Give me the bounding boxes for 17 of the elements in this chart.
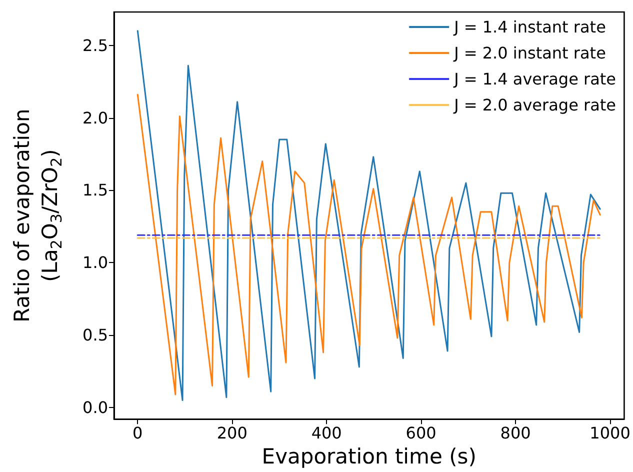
x-tick-label: 400 — [311, 424, 342, 443]
x-axis-title: Evaporation time (s) — [262, 444, 476, 468]
y-tick-label: 2.5 — [82, 36, 108, 55]
x-tick-label: 0 — [132, 424, 143, 443]
legend-label: J = 1.4 average rate — [453, 70, 616, 88]
x-tick-label: 200 — [216, 424, 248, 443]
legend-label: J = 2.0 average rate — [453, 96, 616, 114]
legend-label: J = 2.0 instant rate — [453, 44, 606, 62]
y-tick-label: 2.0 — [82, 108, 108, 128]
legend-label: J = 1.4 instant rate — [453, 18, 606, 36]
y-tick-label: 0.5 — [82, 326, 108, 345]
y-tick-label: 0.0 — [82, 398, 108, 418]
x-tick-label: 600 — [406, 424, 436, 443]
x-tick-label: 800 — [500, 424, 531, 443]
y-tick-label: 1.0 — [82, 253, 108, 272]
y-tick-label: 1.5 — [82, 180, 108, 200]
x-tick-label: 1000 — [590, 424, 630, 443]
